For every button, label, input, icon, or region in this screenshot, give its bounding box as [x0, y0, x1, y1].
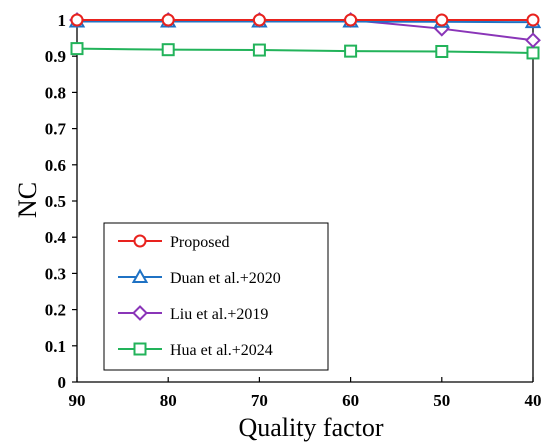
data-point-marker — [526, 13, 540, 27]
series-liu-et-al-2019 — [69, 12, 541, 49]
y-tick-label: 0.6 — [45, 156, 66, 175]
y-tick-label: 0 — [58, 373, 67, 392]
x-tick-label: 70 — [251, 391, 268, 410]
y-tick-label: 1 — [58, 11, 67, 30]
x-tick-label: 40 — [525, 391, 542, 410]
x-tick-label: 90 — [69, 391, 86, 410]
x-tick-label: 60 — [342, 391, 359, 410]
data-point-marker — [526, 46, 540, 60]
series-layer — [68, 12, 542, 60]
legend-label: Duan et al.+2020 — [170, 270, 281, 287]
x-tick-label: 80 — [160, 391, 177, 410]
legend-marker — [133, 342, 147, 356]
y-tick-label: 0.2 — [45, 301, 66, 320]
data-point-marker — [161, 13, 175, 27]
y-tick-label: 0.9 — [45, 47, 66, 66]
series-duan-et-al-2020 — [68, 12, 542, 29]
data-point-marker — [525, 32, 541, 49]
legend-marker — [133, 234, 147, 248]
x-tick-label: 50 — [433, 391, 450, 410]
data-point-marker — [435, 13, 449, 27]
y-tick-label: 0.4 — [45, 228, 67, 247]
data-point-marker — [70, 13, 84, 27]
data-point-marker — [70, 42, 84, 56]
y-tick-label: 0.5 — [45, 192, 66, 211]
legend-label: Hua et al.+2024 — [170, 342, 273, 359]
data-point-marker — [344, 44, 358, 58]
legend: Proposed Duan et al.+2020 Liu et al.+2019 H… — [103, 222, 329, 371]
data-point-marker — [435, 44, 449, 58]
legend-label: Liu et al.+2019 — [170, 306, 268, 323]
series-line — [76, 47, 534, 54]
y-tick-label: 0.8 — [45, 83, 66, 102]
x-tick-labels: 90 80 70 60 50 40 — [69, 377, 542, 410]
data-point-marker — [252, 13, 266, 27]
legend-label: Proposed — [170, 234, 230, 251]
series-proposed — [70, 13, 540, 27]
x-axis-title: Quality factor — [238, 413, 383, 442]
series-hua-et-al-2024 — [70, 42, 540, 60]
y-tick-labels: 0 0.1 0.2 0.3 0.4 0.5 0.6 0.7 0.8 0.9 1 — [45, 11, 77, 392]
series-line — [77, 20, 534, 24]
data-point-marker — [161, 43, 175, 57]
legend-marker — [132, 305, 148, 321]
y-axis-title: NC — [13, 182, 42, 218]
legend-marker — [131, 268, 149, 283]
y-tick-label: 0.3 — [45, 264, 66, 283]
y-tick-label: 0.7 — [45, 120, 67, 139]
data-point-marker — [252, 43, 266, 57]
data-point-marker — [344, 13, 358, 27]
y-tick-label: 0.1 — [45, 337, 66, 356]
series-line — [77, 19, 534, 42]
